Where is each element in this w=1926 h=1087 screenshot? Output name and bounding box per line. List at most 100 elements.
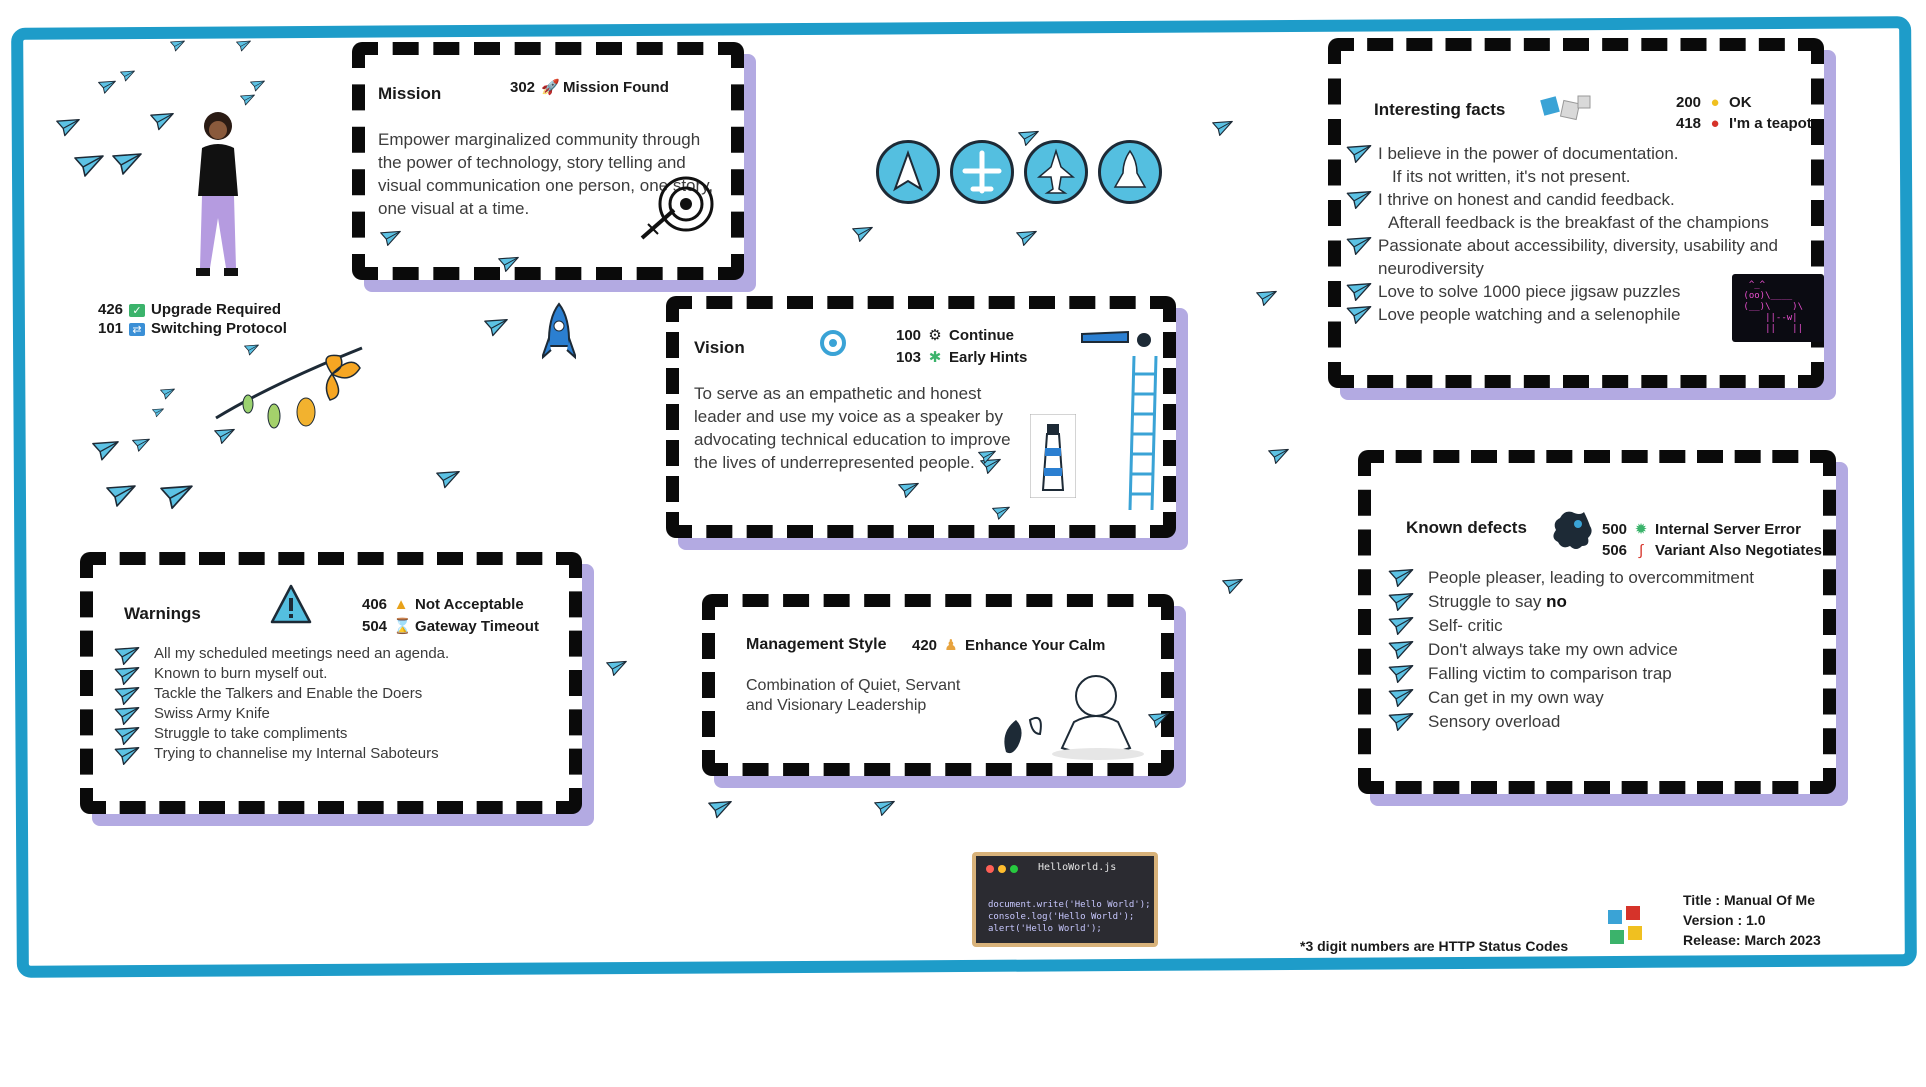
paper-plane-icon xyxy=(1018,130,1039,147)
paper-plane-icon xyxy=(708,800,732,819)
known-defects-card: Known defects 500 ✹ Internal Server Error … xyxy=(1358,450,1848,806)
warnings-title: Warnings xyxy=(124,604,201,623)
defect-item: People pleaser, leading to overcommitmen… xyxy=(1394,566,1814,590)
navigation-arrow-icon xyxy=(876,140,940,204)
footnote: *3 digit numbers are HTTP Status Codes xyxy=(1300,938,1569,954)
status-mission-found: 302 🚀 Mission Found xyxy=(510,79,669,96)
paper-plane-icon xyxy=(1016,230,1037,247)
green-check-icon: ✓ xyxy=(129,304,146,317)
paper-plane-icon xyxy=(1268,448,1289,465)
warning-item: Struggle to take compliments xyxy=(120,724,540,744)
paper-plane-icon xyxy=(380,230,401,247)
status-enhance-your-calm: 420 ♟ Enhance Your Calm xyxy=(912,637,1106,654)
fact-item-continued: Afterall feedback is the breakfast of th… xyxy=(1388,213,1769,232)
paper-plane-icon xyxy=(74,154,104,178)
paper-plane-icon xyxy=(150,112,174,131)
paper-plane-icon xyxy=(436,470,460,489)
management-style-card: Management Style 420 ♟ Enhance Your Calm C… xyxy=(702,594,1186,788)
space-shuttle-icon xyxy=(1098,140,1162,204)
paper-plane-icon xyxy=(874,800,895,817)
rocket-icon: 🚀 xyxy=(541,79,560,96)
paper-plane-icon xyxy=(160,388,175,400)
shuffle-icon: ⇄ xyxy=(129,323,146,336)
paper-plane-icon xyxy=(1256,290,1277,307)
paper-plane-icon xyxy=(214,428,235,445)
warnings-status-list: 406 ▲ Not Acceptable 504 ⌛ Gateway Timeout xyxy=(362,596,539,635)
lightbulb-icon: ● xyxy=(1710,94,1720,111)
code-line: console.log('Hello World'); xyxy=(988,912,1135,922)
paper-plane-icon xyxy=(1148,712,1169,729)
management-text-line1: Combination of Quiet, Servant xyxy=(746,677,961,694)
paper-plane-icon xyxy=(120,70,135,82)
fact-item: I believe in the power of documentation. xyxy=(1352,142,1782,165)
status-continue: 100 ⚙ Continue xyxy=(896,327,1015,344)
defect-item: Falling victim to comparison trap xyxy=(1394,662,1814,686)
telescope-ladder-icon xyxy=(1081,330,1158,511)
warning-emoji-icon: ▲ xyxy=(393,596,409,613)
warning-item: Trying to channelise my Internal Saboteu… xyxy=(120,744,540,764)
paper-plane-icon xyxy=(992,506,1010,520)
target-icon xyxy=(820,330,846,356)
target-rocket-icon xyxy=(640,176,714,240)
fact-item-continued: If its not written, it's not present. xyxy=(1392,167,1631,186)
puzzle-icon: ✱ xyxy=(928,349,942,366)
paper-plane-icon xyxy=(92,440,119,462)
doc-title: Title : Manual Of Me xyxy=(1683,892,1815,908)
code-filename: HelloWorld.js xyxy=(1038,862,1117,873)
code-snippet-window: HelloWorld.js document.write('Hello Worl… xyxy=(972,852,1158,947)
fact-item: Love to solve 1000 piece jigsaw puzzles xyxy=(1352,280,1782,303)
management-text-line2: and Visionary Leadership xyxy=(746,697,927,714)
warning-item: Tackle the Talkers and Enable the Doers xyxy=(120,684,540,704)
vision-text: To serve as an empathetic and honest lea… xyxy=(694,384,1011,472)
profile-status-list: 426 ✓ Upgrade Required 101 ⇄ Switching Proto… xyxy=(98,301,287,337)
defect-item: Sensory overload xyxy=(1394,710,1814,734)
paper-plane-icon xyxy=(484,318,508,337)
status-ok: 200 ● OK xyxy=(1676,94,1752,111)
vision-title: Vision xyxy=(694,338,745,357)
status-switching-protocol: 101 ⇄ Switching Protocol xyxy=(98,320,287,337)
paper-plane-icon xyxy=(152,408,164,418)
bug-blob-icon xyxy=(1553,511,1592,549)
paper-plane-icon xyxy=(606,660,627,677)
lighthouse-icon xyxy=(1030,414,1076,498)
teapot-icon: ● xyxy=(1710,115,1720,132)
paper-plane-icon xyxy=(978,450,996,464)
warning-item: All my scheduled meetings need an agenda… xyxy=(120,644,540,664)
vision-card: Vision 100 ⚙ Continue 103 ✱ Early Hints To s… xyxy=(666,296,1188,550)
known-defects-title: Known defects xyxy=(1406,518,1527,537)
meditation-icon: ♟ xyxy=(944,637,958,654)
paper-plane-icon xyxy=(898,482,919,499)
hourglass-icon: ⌛ xyxy=(393,618,412,635)
status-upgrade-required: 426 ✓ Upgrade Required xyxy=(98,301,282,318)
person-illustration xyxy=(196,112,238,276)
status-not-acceptable: 406 ▲ Not Acceptable xyxy=(362,596,524,613)
paper-plane-icon xyxy=(106,484,136,508)
defects-list: People pleaser, leading to overcommitmen… xyxy=(1394,566,1814,734)
status-early-hints: 103 ✱ Early Hints xyxy=(896,349,1028,366)
facts-status-list: 200 ● OK 418 ● I'm a teapot xyxy=(1676,94,1812,132)
mission-title: Mission xyxy=(378,84,442,103)
paper-plane-icon xyxy=(250,80,265,92)
fact-item: I thrive on honest and candid feedback. xyxy=(1352,188,1782,211)
paper-plane-icon xyxy=(240,94,255,106)
puzzle-pieces-icon xyxy=(1540,95,1591,121)
gear-icon: ⚙ xyxy=(928,327,942,344)
code-line: alert('Hello World'); xyxy=(988,924,1102,934)
mission-card: Mission 302 🚀 Mission Found Empower margin… xyxy=(352,42,756,292)
fact-item: Love people watching and a selenophile xyxy=(1352,303,1782,326)
warning-triangle-icon xyxy=(270,584,312,624)
defects-status-list: 500 ✹ Internal Server Error 506 ∫ Variant Al… xyxy=(1602,520,1822,559)
status-internal-server-error: 500 ✹ Internal Server Error xyxy=(1602,521,1801,538)
puzzle-logo-icon xyxy=(1608,906,1642,944)
paper-plane-icon xyxy=(1212,120,1233,137)
defect-item: Self- critic xyxy=(1394,614,1814,638)
interesting-facts-title: Interesting facts xyxy=(1374,100,1506,119)
paper-plane-icon xyxy=(170,40,185,52)
management-title: Management Style xyxy=(746,636,887,653)
fact-item: Passionate about accessibility, diversit… xyxy=(1352,234,1782,280)
ascii-art-cat-icon: ^_^ (oo)\____ (__)\ )\ ||--w| || || xyxy=(1732,274,1824,342)
interesting-facts-card: Interesting facts 200 ● OK 418 ● I'm a teapo… xyxy=(1328,38,1836,400)
doc-release: Release: March 2023 xyxy=(1683,932,1821,948)
doc-version: Version : 1.0 xyxy=(1683,912,1766,928)
code-line: document.write('Hello World'); xyxy=(988,900,1151,910)
